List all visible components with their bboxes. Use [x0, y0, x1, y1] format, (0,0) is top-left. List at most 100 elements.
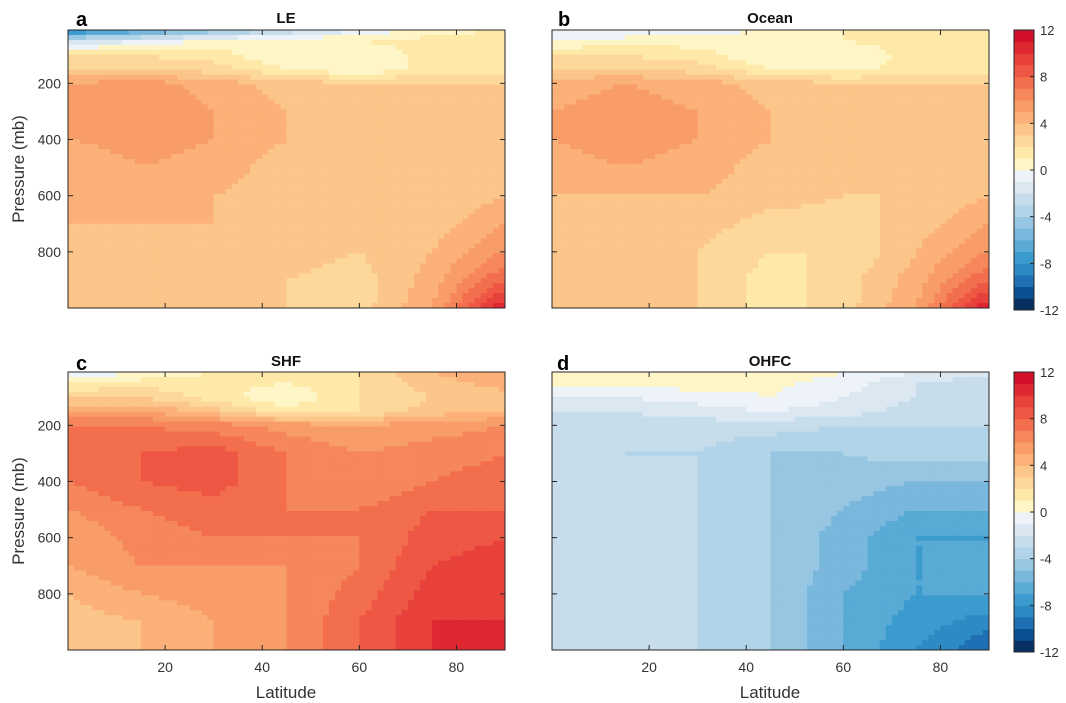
contour-cell [389, 30, 397, 36]
contour-cell [74, 169, 81, 175]
contour-cell [304, 238, 312, 245]
contour-cell [256, 64, 263, 71]
contour-cell [661, 84, 668, 91]
contour-cell [159, 74, 166, 81]
contour-cell [183, 134, 190, 140]
contour-cell [685, 69, 693, 76]
contour-cell [298, 283, 306, 289]
contour-cell [213, 149, 221, 155]
contour-cell [177, 268, 184, 274]
contour-cell [922, 74, 929, 81]
contour-cell [171, 253, 178, 259]
contour-cell [298, 159, 306, 165]
contour-cell [104, 129, 112, 135]
contour-cell [462, 64, 470, 71]
contour-cell [401, 178, 409, 185]
contour-cell [468, 303, 476, 308]
contour-cell [171, 124, 178, 130]
contour-cell [697, 84, 705, 91]
contour-cell [341, 159, 348, 165]
contour-cell [444, 79, 451, 86]
contour-cell [371, 268, 379, 274]
contour-cell [268, 44, 275, 51]
contour-cell [389, 208, 397, 215]
contour-cell [231, 193, 239, 200]
contour-cell [268, 69, 275, 76]
contour-cell [146, 109, 154, 115]
contour-cell [128, 124, 136, 130]
contour-cell [183, 119, 190, 125]
contour-cell [420, 134, 427, 140]
contour-cell [970, 69, 978, 76]
contour-cell [219, 49, 227, 56]
contour-cell [450, 94, 458, 101]
contour-cell [189, 49, 197, 56]
contour-cell [328, 213, 336, 220]
contour-cell [74, 149, 81, 155]
contour-cell [492, 283, 500, 289]
contour-cell [213, 144, 221, 150]
contour-cell [468, 34, 476, 41]
contour-cell [310, 193, 318, 200]
contour-cell [703, 49, 711, 56]
contour-cell [159, 268, 166, 274]
contour-cell [879, 74, 887, 81]
contour-cell [110, 248, 118, 254]
contour-cell [456, 149, 464, 155]
contour-cell [195, 149, 203, 155]
contour-cell [244, 208, 251, 215]
contour-cell [661, 69, 668, 76]
contour-cell [426, 258, 433, 264]
contour-cell [310, 30, 318, 36]
contour-cell [328, 278, 336, 284]
contour-cell [286, 283, 294, 289]
contour-cell [219, 44, 227, 51]
contour-cell [292, 54, 300, 61]
y-tick-label: 800 [38, 244, 62, 260]
contour-cell [219, 183, 227, 190]
contour-cell [122, 44, 130, 51]
contour-cell [146, 203, 154, 210]
contour-cell [462, 84, 470, 91]
contour-cell [353, 228, 360, 235]
contour-cell [92, 188, 99, 195]
contour-cell [782, 39, 790, 46]
contour-cell [383, 218, 391, 225]
contour-cell [788, 34, 796, 41]
contour-cell [715, 30, 723, 36]
contour-cell [407, 30, 415, 36]
contour-cell [413, 119, 421, 125]
contour-cell [341, 49, 348, 56]
contour-cell [341, 154, 348, 160]
contour-cell [122, 258, 130, 264]
contour-cell [679, 89, 687, 96]
contour-cell [152, 119, 160, 125]
contour-cell [383, 258, 391, 264]
contour-cell [86, 283, 93, 289]
contour-cell [492, 263, 500, 269]
contour-cell [389, 193, 397, 200]
contour-cell [958, 49, 966, 56]
contour-cell [474, 139, 482, 145]
contour-cell [819, 89, 826, 96]
contour-cell [250, 178, 257, 185]
contour-cell [268, 39, 275, 46]
contour-cell [498, 89, 505, 96]
contour-cell [152, 169, 160, 175]
contour-cell [104, 54, 112, 61]
contour-cell [982, 39, 989, 46]
contour-cell [624, 74, 632, 81]
contour-cell [177, 99, 184, 106]
contour-cell [636, 49, 644, 56]
contour-cell [462, 74, 470, 81]
contour-cell [310, 114, 318, 120]
contour-cell [304, 303, 312, 308]
contour-cell [764, 34, 772, 41]
contour-cell [420, 34, 427, 41]
contour-cell [316, 178, 324, 185]
contour-cell [347, 99, 354, 106]
contour-cell [74, 139, 81, 145]
contour-cell [213, 178, 221, 185]
contour-cell [728, 44, 735, 51]
contour-cell [806, 59, 814, 66]
